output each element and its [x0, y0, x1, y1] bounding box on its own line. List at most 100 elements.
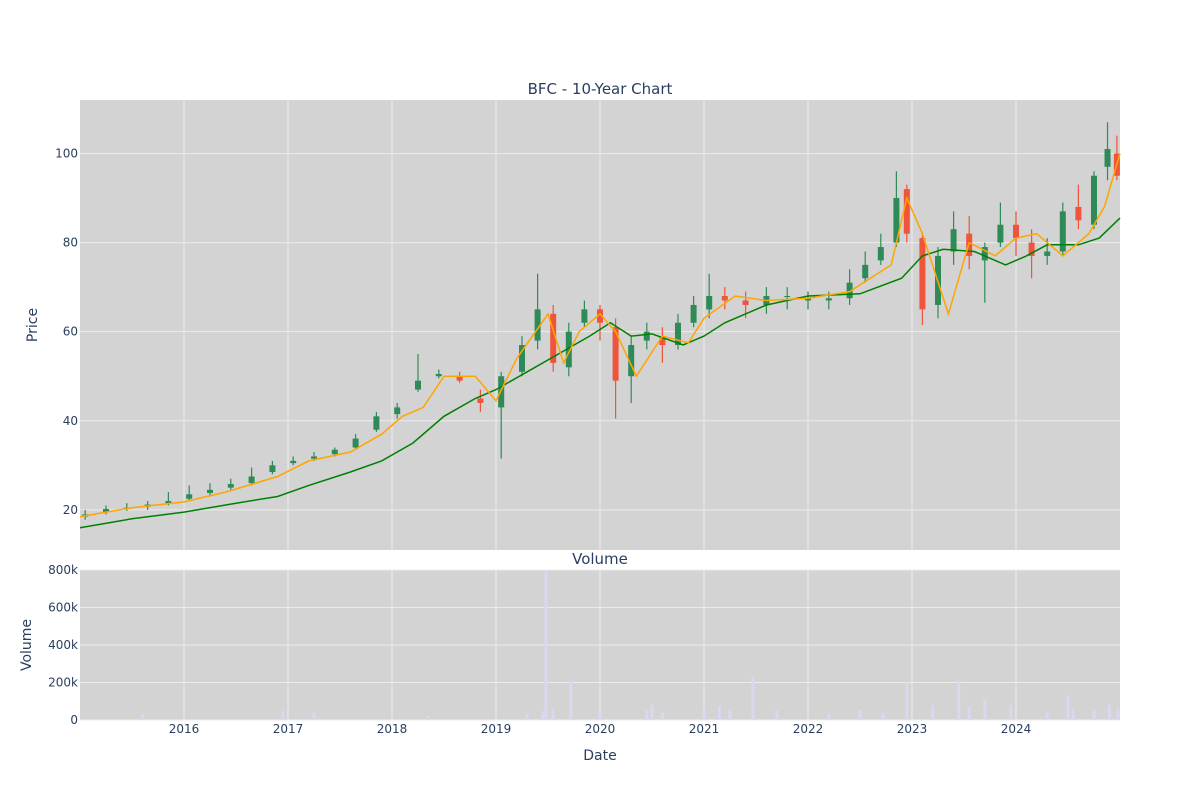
candle-body	[877, 247, 884, 261]
price-y-tick-label: 80	[63, 236, 78, 250]
candle-body	[903, 189, 910, 234]
candle-body	[675, 322, 681, 346]
price-y-tick-label: 40	[63, 414, 78, 428]
volume-y-tick-label: 0	[70, 713, 78, 727]
volume-bar	[881, 712, 885, 720]
candle-body	[1104, 149, 1111, 167]
volume-bar	[751, 676, 755, 720]
candle-body	[825, 298, 832, 301]
candle-body	[519, 345, 525, 372]
x-tick-label: 2020	[585, 722, 616, 736]
candle-body	[290, 460, 297, 464]
candle-body	[1091, 175, 1097, 225]
candle-body	[269, 465, 276, 473]
price-grid	[80, 100, 1120, 550]
volume-panel-title: Volume	[572, 550, 628, 568]
volume-bar	[905, 682, 909, 720]
price-y-tick-label: 20	[63, 503, 78, 517]
candle-body	[186, 494, 193, 499]
price-y-ticks: 20 40 60 80 100	[55, 146, 78, 516]
candle-body	[919, 238, 926, 310]
candle-body	[456, 376, 463, 381]
x-tick-label: 2023	[897, 722, 928, 736]
candle-body	[981, 247, 988, 261]
volume-bar	[312, 712, 316, 720]
price-y-tick-label: 60	[63, 325, 78, 339]
candlesticks	[82, 122, 1120, 520]
candle-body	[311, 456, 317, 459]
x-tick-label: 2017	[273, 722, 304, 736]
candle-body	[165, 500, 172, 504]
volume-bar	[1045, 712, 1049, 720]
volume-bar	[1092, 710, 1096, 720]
candle-body	[643, 331, 650, 341]
candle-body	[534, 309, 541, 341]
volume-bar	[598, 712, 602, 720]
candle-body	[227, 484, 234, 488]
candle-body	[742, 300, 749, 305]
volume-bar	[140, 714, 144, 720]
volume-bar	[1108, 705, 1112, 720]
candle-body	[1075, 206, 1082, 221]
candle-body	[498, 376, 505, 408]
candle-body	[706, 296, 713, 310]
volume-y-tick-label: 200k	[48, 676, 78, 690]
volume-bar	[569, 680, 573, 720]
candle-body	[477, 398, 484, 403]
volume-bar	[551, 708, 555, 720]
x-tick-label: 2019	[481, 722, 512, 736]
candle-body	[893, 198, 900, 243]
volume-bars	[140, 571, 1120, 720]
candle-body	[659, 336, 666, 346]
candle-body	[784, 296, 791, 298]
chart-title: BFC - 10-Year Chart	[528, 80, 673, 98]
candle-body	[690, 304, 697, 323]
short-moving-average-line	[79, 153, 1121, 518]
volume-bar	[702, 708, 706, 720]
volume-y-tick-label: 600k	[48, 601, 78, 615]
volume-bar	[775, 710, 779, 720]
candle-body	[597, 309, 603, 323]
volume-bar	[544, 571, 548, 720]
x-tick-label: 2016	[169, 722, 200, 736]
volume-grid	[80, 569, 1120, 721]
x-tick-label: 2018	[377, 722, 408, 736]
volume-y-tick-label: 400k	[48, 638, 78, 652]
candle-body	[1044, 251, 1051, 256]
candle-body	[248, 476, 255, 484]
volume-bar	[281, 710, 285, 720]
volume-bar	[957, 680, 961, 720]
volume-bar	[858, 709, 862, 720]
volume-bar	[718, 705, 722, 720]
volume-bar	[967, 706, 971, 720]
candle-body	[628, 345, 635, 377]
volume-bar	[1066, 695, 1070, 720]
candle-body	[950, 229, 957, 252]
moving-average-lines	[79, 153, 1121, 529]
candle-body	[721, 296, 728, 301]
candle-body	[1028, 242, 1035, 256]
candle-body	[846, 282, 853, 299]
volume-bar	[426, 716, 430, 720]
volume-bar	[1071, 708, 1075, 720]
long-moving-average-line	[79, 217, 1121, 529]
volume-bar	[541, 711, 545, 720]
candle-body	[612, 327, 619, 381]
x-tick-label: 2022	[793, 722, 824, 736]
candle-body	[207, 489, 213, 493]
volume-axis-title: Volume	[19, 619, 35, 671]
volume-bar	[650, 705, 654, 720]
candle-body	[1013, 224, 1019, 239]
candle-body	[862, 264, 869, 279]
x-ticks: 2016 2017 2018 2019 2020 2021 2022 2023 2024	[169, 722, 1032, 736]
x-axis-title: Date	[583, 748, 616, 764]
x-tick-label: 2021	[689, 722, 720, 736]
price-y-tick-label: 100	[55, 146, 78, 160]
volume-bar	[983, 699, 987, 720]
volume-bar	[645, 710, 649, 720]
volume-bar	[1116, 708, 1120, 720]
x-tick-label: 2024	[1001, 722, 1032, 736]
volume-bar	[728, 710, 732, 720]
volume-bar	[931, 705, 935, 720]
